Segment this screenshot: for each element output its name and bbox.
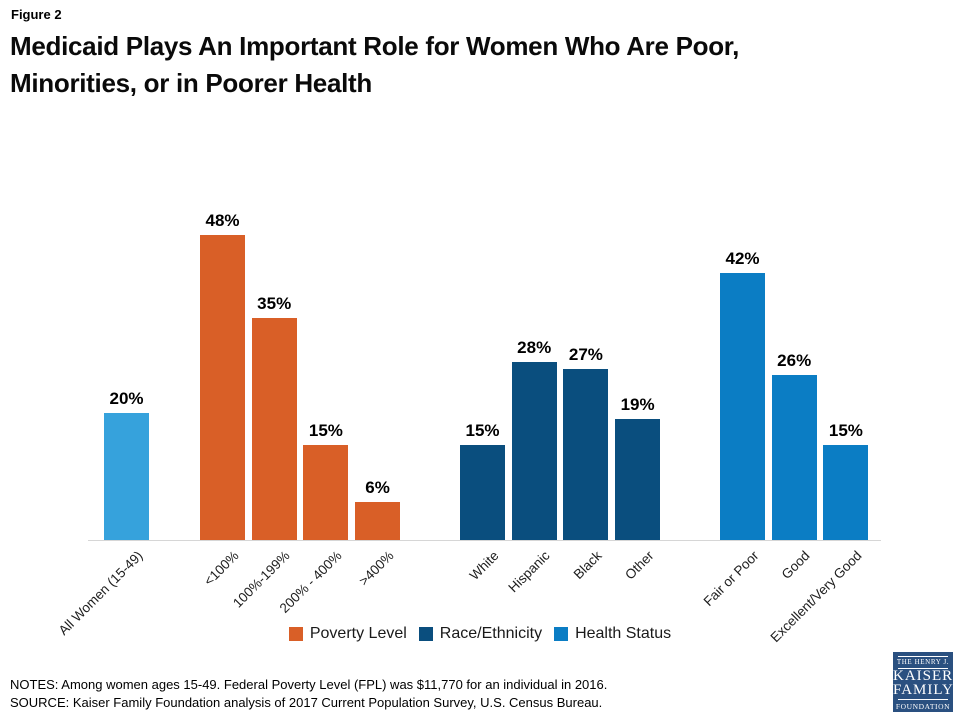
logo-divider	[898, 699, 948, 700]
legend-item: Poverty Level	[288, 625, 407, 643]
kaiser-family-foundation-logo: THE HENRY J. KAISER FAMILY FOUNDATION	[893, 652, 953, 712]
legend-swatch-icon	[418, 627, 433, 641]
legend-label: Poverty Level	[309, 625, 407, 642]
legend-item: Race/Ethnicity	[418, 625, 543, 643]
bar-value-label: 48%	[205, 211, 240, 231]
legend-label: Health Status	[575, 625, 672, 642]
bar-value-label: 15%	[308, 420, 343, 440]
bar	[303, 444, 349, 540]
bar	[823, 444, 869, 540]
bar-value-label: 35%	[257, 293, 292, 313]
bar-value-label: 20%	[109, 389, 144, 408]
logo-text-henry: THE HENRY J.	[896, 658, 950, 666]
chart-legend: Poverty Level Race/Ethnicity Health Status	[0, 625, 960, 643]
title-line-2: Minorities, or in Poorer Health	[10, 68, 372, 98]
bar-value-label: 28%	[517, 338, 552, 358]
bar-value-label: 6%	[365, 477, 390, 497]
bar	[511, 362, 557, 540]
bar-value-label: 27%	[568, 344, 603, 364]
bar	[200, 235, 245, 540]
bar-value-label: 19%	[620, 395, 655, 415]
bar	[251, 317, 297, 540]
bar	[563, 368, 609, 540]
legend-swatch-icon	[554, 627, 569, 641]
page-title: Medicaid Plays An Important Role for Wom…	[10, 28, 940, 102]
bar	[460, 444, 505, 540]
notes-line: NOTES: Among women ages 15-49. Federal P…	[10, 677, 608, 692]
logo-divider	[898, 656, 948, 657]
bar-value-label: 15%	[828, 420, 863, 440]
logo-text-family: FAMILY	[893, 682, 954, 698]
title-line-1: Medicaid Plays An Important Role for Wom…	[10, 31, 740, 61]
bar	[355, 501, 401, 540]
legend-swatch-icon	[288, 627, 303, 641]
legend-label: Race/Ethnicity	[439, 625, 543, 642]
figure-label: Figure 2	[11, 7, 62, 22]
bar-value-label: 15%	[465, 420, 500, 440]
x-axis-line	[88, 540, 881, 541]
bar	[771, 374, 817, 540]
logo-divider	[898, 668, 948, 669]
bar	[615, 419, 661, 540]
source-line: SOURCE: Kaiser Family Foundation analysi…	[10, 695, 603, 710]
notes-block: NOTES: Among women ages 15-49. Federal P…	[10, 676, 870, 712]
bar-value-label: 42%	[725, 249, 760, 269]
logo-text-foundation: FOUNDATION	[895, 702, 951, 711]
bar-value-label: 26%	[777, 350, 812, 370]
bar	[720, 273, 765, 540]
bar	[104, 413, 149, 540]
logo-text-kaiser: KAISER	[893, 668, 954, 684]
legend-item: Health Status	[554, 625, 671, 643]
